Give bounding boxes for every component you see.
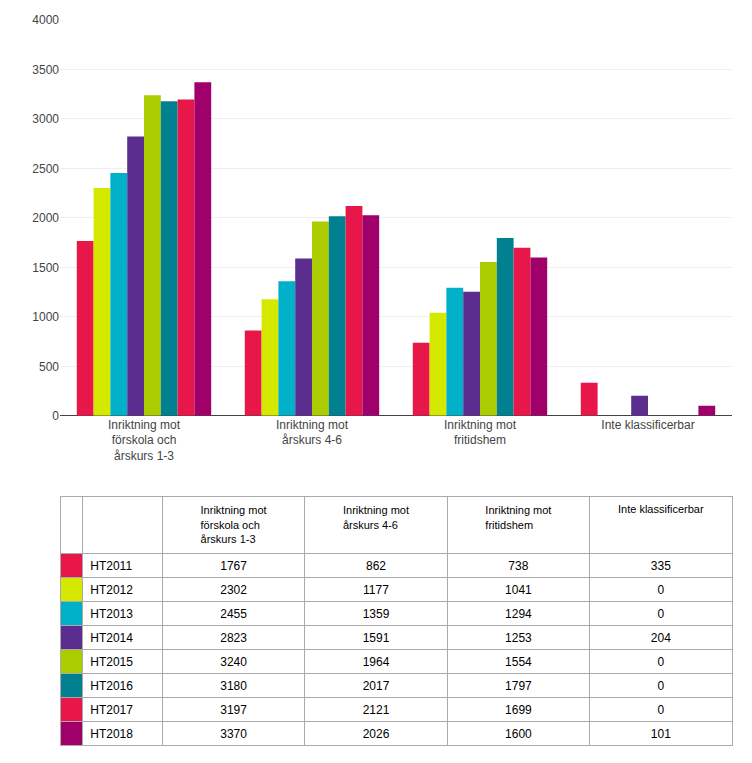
svg-text:1767: 1767 [220,559,247,573]
svg-text:1000: 1000 [32,310,59,324]
svg-text:1964: 1964 [363,655,390,669]
svg-text:HT2013: HT2013 [90,607,133,621]
svg-text:HT2015: HT2015 [90,655,133,669]
svg-text:2302: 2302 [220,583,247,597]
svg-text:4000: 4000 [32,13,59,27]
svg-text:0: 0 [657,607,664,621]
svg-text:2500: 2500 [32,162,59,176]
svg-text:1500: 1500 [32,261,59,275]
svg-text:862: 862 [366,559,386,573]
svg-text:3197: 3197 [220,703,247,717]
svg-text:Inriktning motårskurs 4-6: Inriktning motårskurs 4-6 [343,504,409,530]
svg-text:HT2018: HT2018 [90,727,133,741]
svg-text:500: 500 [39,360,59,374]
svg-text:3370: 3370 [220,727,247,741]
svg-text:HT2016: HT2016 [90,679,133,693]
svg-text:0: 0 [657,583,664,597]
svg-text:HT2017: HT2017 [90,703,133,717]
svg-text:1041: 1041 [505,583,532,597]
svg-text:101: 101 [651,727,671,741]
svg-text:Inriktning motårskurs 4-6: Inriktning motårskurs 4-6 [276,418,349,448]
svg-text:2455: 2455 [220,607,247,621]
svg-text:0: 0 [657,655,664,669]
svg-text:HT2012: HT2012 [90,583,133,597]
svg-text:738: 738 [508,559,528,573]
svg-text:0: 0 [657,703,664,717]
svg-text:1253: 1253 [505,631,532,645]
svg-text:1359: 1359 [363,607,390,621]
svg-text:Inte klassificerbar: Inte klassificerbar [618,503,704,515]
svg-text:1294: 1294 [505,607,532,621]
svg-text:3000: 3000 [32,112,59,126]
svg-text:Inriktning motförskola ochårsk: Inriktning motförskola ochårskurs 1-3 [108,418,181,463]
svg-text:Inriktning motfritidshem: Inriktning motfritidshem [485,504,551,530]
svg-text:0: 0 [657,679,664,693]
svg-text:0: 0 [52,409,59,423]
svg-text:1591: 1591 [363,631,390,645]
svg-text:335: 335 [651,559,671,573]
svg-text:2000: 2000 [32,211,59,225]
svg-text:Inriktning motförskola ochårsk: Inriktning motförskola ochårskurs 1-3 [201,504,267,545]
svg-text:HT2014: HT2014 [90,631,133,645]
svg-text:204: 204 [651,631,671,645]
svg-text:1554: 1554 [505,655,532,669]
svg-text:2017: 2017 [363,679,390,693]
svg-text:1797: 1797 [505,679,532,693]
svg-text:Inte klassificerbar: Inte klassificerbar [601,418,694,432]
svg-text:2823: 2823 [220,631,247,645]
svg-text:2121: 2121 [363,703,390,717]
svg-text:1177: 1177 [363,583,389,597]
svg-text:HT2011: HT2011 [90,559,132,573]
svg-text:2026: 2026 [363,727,390,741]
svg-text:3240: 3240 [220,655,247,669]
svg-text:Inriktning motfritidshem: Inriktning motfritidshem [444,418,517,448]
svg-text:1699: 1699 [505,703,532,717]
svg-text:3500: 3500 [32,63,59,77]
svg-text:1600: 1600 [505,727,532,741]
svg-text:3180: 3180 [220,679,247,693]
